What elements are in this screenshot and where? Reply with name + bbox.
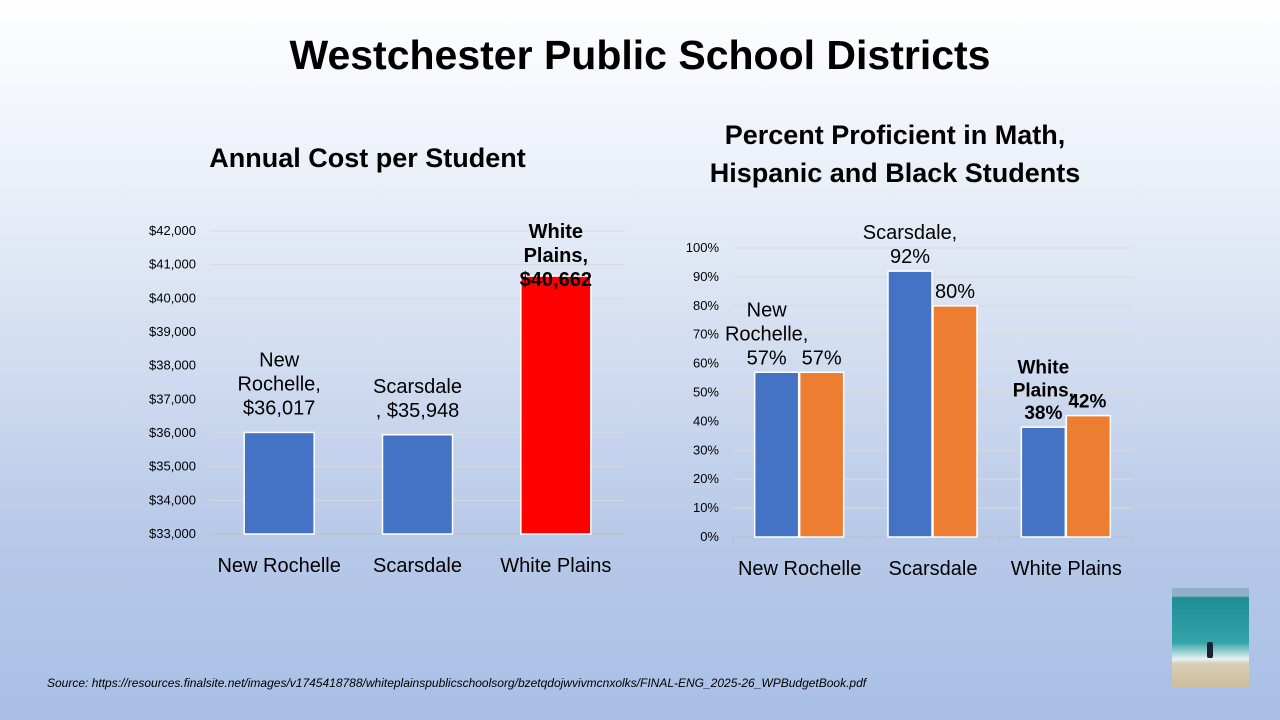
y-tick-label: 20%	[693, 471, 719, 486]
data-label: New	[259, 349, 300, 371]
x-tick-label: Scarsdale	[373, 555, 462, 577]
data-label: $40,662	[520, 269, 592, 291]
chart-title-line: Percent Proficient in Math,	[724, 120, 1066, 150]
beach-photo	[1172, 588, 1249, 687]
y-tick-label: $33,000	[149, 526, 196, 541]
bar-scarsdale-series-2	[932, 305, 978, 538]
y-tick-label: $38,000	[149, 358, 196, 373]
data-label: Rochelle,	[725, 323, 808, 345]
y-tick-label: $36,000	[149, 425, 196, 440]
data-label: 57%	[802, 347, 842, 369]
x-tick-label: New Rochelle	[217, 555, 340, 577]
data-label: New	[747, 299, 788, 321]
data-label: 57%	[747, 347, 787, 369]
x-tick-label: Scarsdale	[889, 558, 978, 580]
x-tick-label: New Rochelle	[738, 558, 861, 580]
y-tick-label: 70%	[693, 327, 719, 342]
y-tick-label: 40%	[693, 413, 719, 428]
y-tick-label: 0%	[700, 529, 719, 544]
data-label: White	[529, 221, 583, 243]
data-label: 80%	[935, 281, 975, 303]
bar-new-rochelle-series-1	[753, 371, 800, 538]
y-tick-label: 100%	[686, 240, 720, 255]
x-tick-label: White Plains	[1011, 558, 1122, 580]
y-tick-label: $40,000	[149, 290, 196, 305]
bar-new-rochelle-series-2	[798, 371, 845, 538]
source-note: Source: https://resources.finalsite.net/…	[47, 676, 867, 690]
chart-title-cost: Annual Cost per Student	[209, 143, 526, 173]
bar-white-plains	[520, 275, 592, 535]
data-label: Scarsdale,	[863, 222, 958, 244]
data-label: 92%	[890, 246, 930, 268]
data-label: Plains,	[1013, 380, 1074, 401]
bar-new-rochelle	[243, 431, 315, 535]
x-tick-label: White Plains	[500, 555, 611, 577]
y-tick-label: $37,000	[149, 391, 196, 406]
data-label: , $35,948	[376, 400, 459, 422]
y-tick-label: $35,000	[149, 459, 196, 474]
y-tick-label: $39,000	[149, 324, 196, 339]
chart-title-math: Percent Proficient in Math, Hispanic and…	[660, 116, 1130, 192]
data-label: White	[1017, 358, 1069, 379]
y-tick-label: $41,000	[149, 257, 196, 272]
data-label: Rochelle,	[237, 373, 320, 395]
y-tick-label: 60%	[693, 356, 719, 371]
bar-scarsdale-series-1	[887, 270, 933, 538]
slide-title: Westchester Public School Districts	[289, 32, 991, 78]
data-label: 42%	[1068, 392, 1106, 413]
bar-white-plains-series-2	[1065, 414, 1112, 538]
person-figure	[1207, 642, 1213, 658]
y-tick-label: 30%	[693, 442, 719, 457]
y-tick-label: $42,000	[149, 223, 196, 238]
bar-white-plains-series-1	[1020, 426, 1067, 538]
data-label: Plains,	[524, 245, 588, 267]
y-tick-label: $34,000	[149, 492, 196, 507]
data-label: $36,017	[243, 397, 315, 419]
y-tick-label: 90%	[693, 269, 719, 284]
bar-scarsdale	[381, 434, 454, 535]
y-tick-label: 10%	[693, 500, 719, 515]
data-label: Scarsdale	[373, 376, 462, 398]
y-tick-label: 50%	[693, 385, 719, 400]
data-label: 38%	[1024, 403, 1062, 424]
chart-title-line: Hispanic and Black Students	[709, 158, 1081, 188]
y-tick-label: 80%	[693, 298, 719, 313]
